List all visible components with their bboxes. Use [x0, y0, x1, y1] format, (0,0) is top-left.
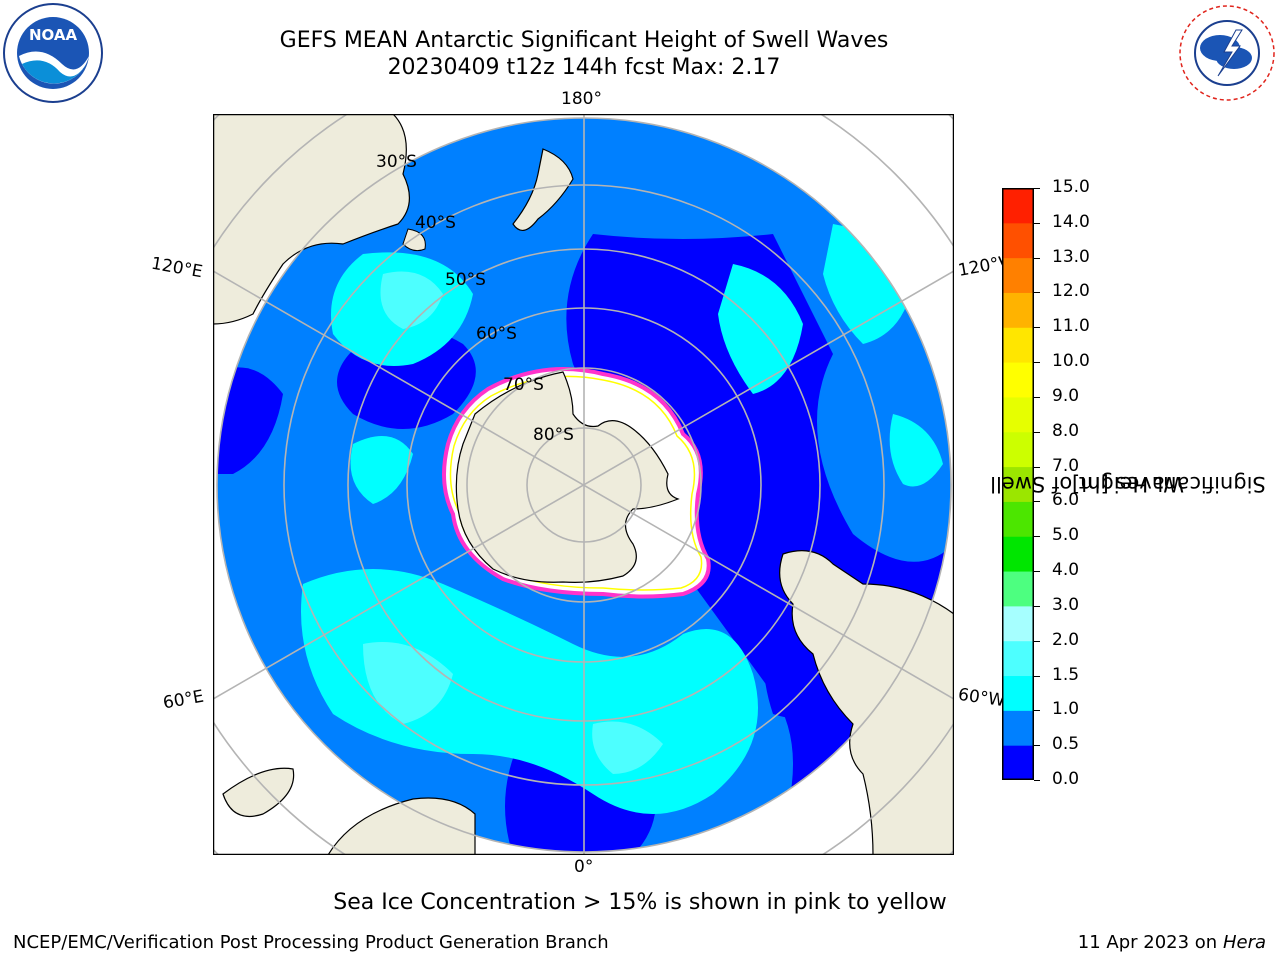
- sea-ice-note: Sea Ice Concentration > 15% is shown in …: [333, 890, 947, 915]
- colorbar-segment: [1002, 501, 1034, 537]
- colorbar-tick-label: 8.0: [1052, 420, 1080, 441]
- lon-label-lower-left: 60°E: [161, 686, 206, 714]
- madagascar-land: [222, 767, 295, 818]
- colorbar-tick-label: 2.0: [1052, 629, 1080, 650]
- colorbar-tick-mark: [1034, 536, 1040, 538]
- lon-label-bottom: 0°: [574, 857, 594, 877]
- swell-region-highest: [363, 642, 453, 724]
- swell-region-high: [350, 436, 413, 504]
- colorbar-tick-mark: [1034, 188, 1040, 189]
- colorbar-segment: [1002, 710, 1034, 746]
- colorbar-segment: [1002, 327, 1034, 363]
- colorbar-tick-mark: [1034, 780, 1040, 781]
- colorbar-segment: [1002, 396, 1034, 433]
- colorbar-label-line-2: Waves [m]: [1071, 472, 1185, 496]
- colorbar-tick-label: 7.0: [1052, 455, 1080, 476]
- sea-ice-edge-inner: [449, 375, 703, 591]
- colorbar-segment: [1002, 640, 1034, 677]
- colorbar-tick-mark: [1034, 466, 1040, 468]
- colorbar-tick-mark: [1034, 640, 1040, 642]
- nws-logo-icon: [1179, 5, 1275, 101]
- footer-credit: NCEP/EMC/Verification Post Processing Pr…: [13, 932, 609, 953]
- polar-map: [213, 114, 954, 855]
- colorbar: [1002, 188, 1034, 780]
- footer-date: 11 Apr 2023 on Hera: [1078, 932, 1266, 953]
- lat-label-60s: 60°S: [476, 324, 517, 344]
- colorbar-segment: [1002, 257, 1034, 293]
- australia-land: [213, 114, 410, 325]
- colorbar-tick-label: 3.0: [1052, 594, 1080, 615]
- lat-label-80s: 80°S: [533, 425, 574, 445]
- colorbar-segment: [1002, 188, 1034, 224]
- colorbar-segment: [1002, 745, 1034, 780]
- lon-label-lower-right: 60°W: [956, 684, 1007, 712]
- lat-label-40s: 40°S: [415, 213, 456, 233]
- lon-label-top: 180°: [561, 89, 602, 109]
- colorbar-tick-mark: [1034, 327, 1040, 329]
- antarctica-land: [455, 371, 680, 583]
- colorbar-border: [1002, 188, 1034, 780]
- colorbar-tick-mark: [1034, 431, 1040, 433]
- colorbar-segment: [1002, 222, 1034, 259]
- colorbar-tick-label: 12.0: [1052, 281, 1090, 302]
- colorbar-tick-label: 1.0: [1052, 699, 1080, 720]
- colorbar-tick-mark: [1034, 745, 1040, 747]
- footer-date-text: 11 Apr 2023 on: [1077, 932, 1223, 953]
- colorbar-tick-label: 10.0: [1052, 351, 1090, 372]
- colorbar-tick-mark: [1034, 362, 1040, 364]
- colorbar-tick-mark: [1034, 292, 1040, 294]
- colorbar-tick-label: 5.0: [1052, 525, 1080, 546]
- colorbar-tick-label: 9.0: [1052, 385, 1080, 406]
- graticule: [213, 114, 954, 855]
- colorbar-tick-mark: [1034, 675, 1040, 677]
- colorbar-tick-label: 0.5: [1052, 734, 1080, 755]
- colorbar-tick-label: 15.0: [1052, 177, 1090, 197]
- colorbar-tick-label: 0.0: [1052, 769, 1080, 789]
- colorbar-tick-mark: [1034, 222, 1040, 224]
- footer-machine: Hera: [1222, 932, 1266, 953]
- colorbar-segment: [1002, 466, 1034, 502]
- lat-label-70s: 70°S: [503, 375, 544, 395]
- swell-region-highest: [592, 721, 663, 774]
- map-border: [213, 114, 954, 855]
- lat-label-30s: 30°S: [376, 152, 417, 172]
- colorbar-segment: [1002, 292, 1034, 328]
- colorbar-segment: [1002, 675, 1034, 711]
- swell-region-high: [889, 414, 943, 487]
- colorbar-segment: [1002, 605, 1034, 642]
- colorbar-tick-label: 13.0: [1052, 246, 1090, 267]
- title-line-2: 20230409 t12z 144h fcst Max: 2.17: [387, 55, 781, 80]
- swell-region-low: [217, 367, 283, 474]
- colorbar-tick-label: 1.5: [1052, 664, 1080, 685]
- colorbar-segment: [1002, 362, 1034, 398]
- colorbar-tick-mark: [1034, 710, 1040, 712]
- lat-label-50s: 50°S: [445, 270, 486, 290]
- title-line-1: GEFS MEAN Antarctic Significant Height o…: [279, 28, 889, 53]
- new-zealand-land: [512, 148, 574, 231]
- colorbar-tick-mark: [1034, 396, 1040, 398]
- colorbar-tick-label: 4.0: [1052, 560, 1080, 581]
- colorbar-tick-mark: [1034, 605, 1040, 607]
- africa-land: [327, 797, 476, 855]
- colorbar-tick-label: 6.0: [1052, 490, 1080, 511]
- colorbar-tick-mark: [1034, 501, 1040, 503]
- map-title: GEFS MEAN Antarctic Significant Height o…: [184, 27, 984, 81]
- colorbar-tick-mark: [1034, 571, 1040, 573]
- colorbar-tick-label: 11.0: [1052, 316, 1090, 337]
- lon-label-upper-left: 120°E: [149, 253, 205, 283]
- colorbar-segment: [1002, 431, 1034, 468]
- noaa-logo-text: NOAA: [29, 26, 78, 44]
- swell-region-highest: [380, 271, 443, 329]
- colorbar-tick-mark: [1034, 257, 1040, 259]
- colorbar-tick-label: 14.0: [1052, 211, 1090, 232]
- noaa-logo-icon: NOAA: [3, 3, 103, 103]
- colorbar-segment: [1002, 571, 1034, 607]
- colorbar-segment: [1002, 536, 1034, 572]
